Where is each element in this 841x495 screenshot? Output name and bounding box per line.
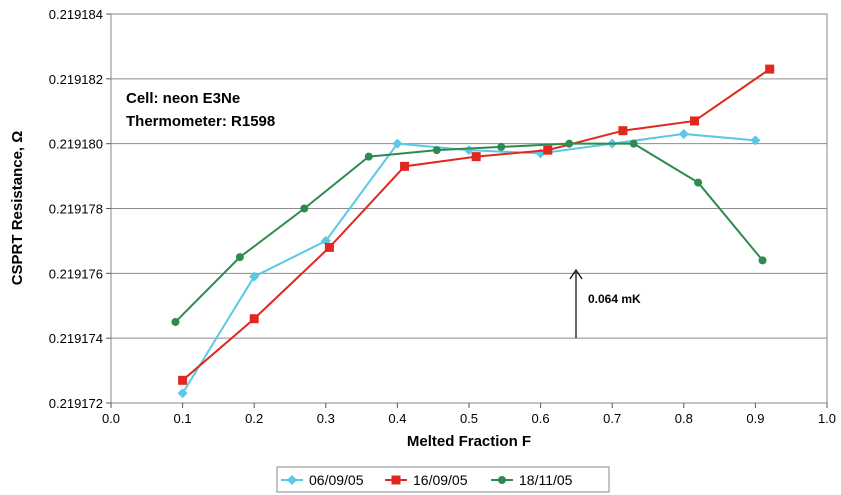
data-point xyxy=(432,146,441,155)
data-point xyxy=(758,256,767,265)
data-point xyxy=(565,139,574,148)
legend-label: 16/09/05 xyxy=(413,472,468,488)
y-tick-label: 0.219174 xyxy=(49,331,103,346)
legend-label: 18/11/05 xyxy=(519,472,573,488)
data-point xyxy=(629,139,638,148)
data-point xyxy=(471,152,481,162)
data-point xyxy=(324,242,334,252)
legend-label: 06/09/05 xyxy=(309,472,364,488)
legend-items: 06/09/05 16/09/05 18/11/05 xyxy=(281,472,573,488)
data-point xyxy=(249,314,259,324)
legend-swatch-marker xyxy=(391,475,401,485)
y-tick-label: 0.219172 xyxy=(49,396,103,411)
data-point xyxy=(364,152,373,161)
annotation-thermometer: Thermometer: R1598 xyxy=(126,113,275,130)
data-point xyxy=(543,145,553,155)
x-tick-label: 0.4 xyxy=(388,411,406,426)
legend: 06/09/05 16/09/05 18/11/05 xyxy=(276,466,610,493)
series-line xyxy=(174,142,764,323)
x-tick-label: 0.9 xyxy=(746,411,764,426)
y-tick-label: 0.219178 xyxy=(49,202,103,217)
y-axis-ticks: 0.219172 0.219174 0.219176 0.219178 0.219180… xyxy=(49,7,111,411)
series-layer xyxy=(171,64,775,399)
series-3 xyxy=(171,139,767,326)
x-tick-label: 0.7 xyxy=(603,411,621,426)
data-point xyxy=(178,375,188,385)
y-tick-label: 0.219176 xyxy=(49,266,103,281)
data-point xyxy=(678,128,689,139)
legend-swatch-marker xyxy=(287,475,297,485)
annotation-arrow-label: 0.064 mK xyxy=(588,292,641,306)
data-point xyxy=(694,178,703,187)
x-tick-label: 0.2 xyxy=(245,411,263,426)
series-2 xyxy=(178,64,775,385)
x-axis-ticks: 0.0 0.1 0.2 0.3 0.4 0.5 0.6 0.7 0.8 0.9 1.0 xyxy=(102,403,836,426)
data-point xyxy=(171,317,180,326)
data-point xyxy=(765,64,775,74)
y-tick-label: 0.219184 xyxy=(49,7,103,22)
data-point xyxy=(618,126,628,136)
data-point xyxy=(750,135,761,146)
y-tick-label: 0.219180 xyxy=(49,137,103,152)
x-tick-label: 0.5 xyxy=(460,411,478,426)
x-tick-label: 0.6 xyxy=(532,411,550,426)
x-tick-label: 0.3 xyxy=(317,411,335,426)
x-tick-label: 0.8 xyxy=(675,411,693,426)
data-point xyxy=(249,271,260,282)
legend-swatch-marker xyxy=(498,476,506,484)
annotation-arrow-head xyxy=(569,268,583,280)
y-axis-title: CSPRT Resistance, Ω xyxy=(9,131,26,286)
data-point xyxy=(177,388,188,399)
x-axis-title: Melted Fraction F xyxy=(407,433,531,450)
x-tick-label: 0.0 xyxy=(102,411,120,426)
data-point xyxy=(497,142,506,151)
legend-box xyxy=(276,466,610,493)
data-point xyxy=(235,253,244,262)
annotation-cell: Cell: neon E3Ne xyxy=(126,90,240,107)
data-point xyxy=(392,138,403,149)
data-point xyxy=(400,161,410,171)
data-point xyxy=(300,204,309,213)
x-tick-label: 0.1 xyxy=(174,411,192,426)
x-tick-label: 1.0 xyxy=(818,411,836,426)
data-point xyxy=(690,116,700,126)
y-tick-label: 0.219182 xyxy=(49,72,103,87)
